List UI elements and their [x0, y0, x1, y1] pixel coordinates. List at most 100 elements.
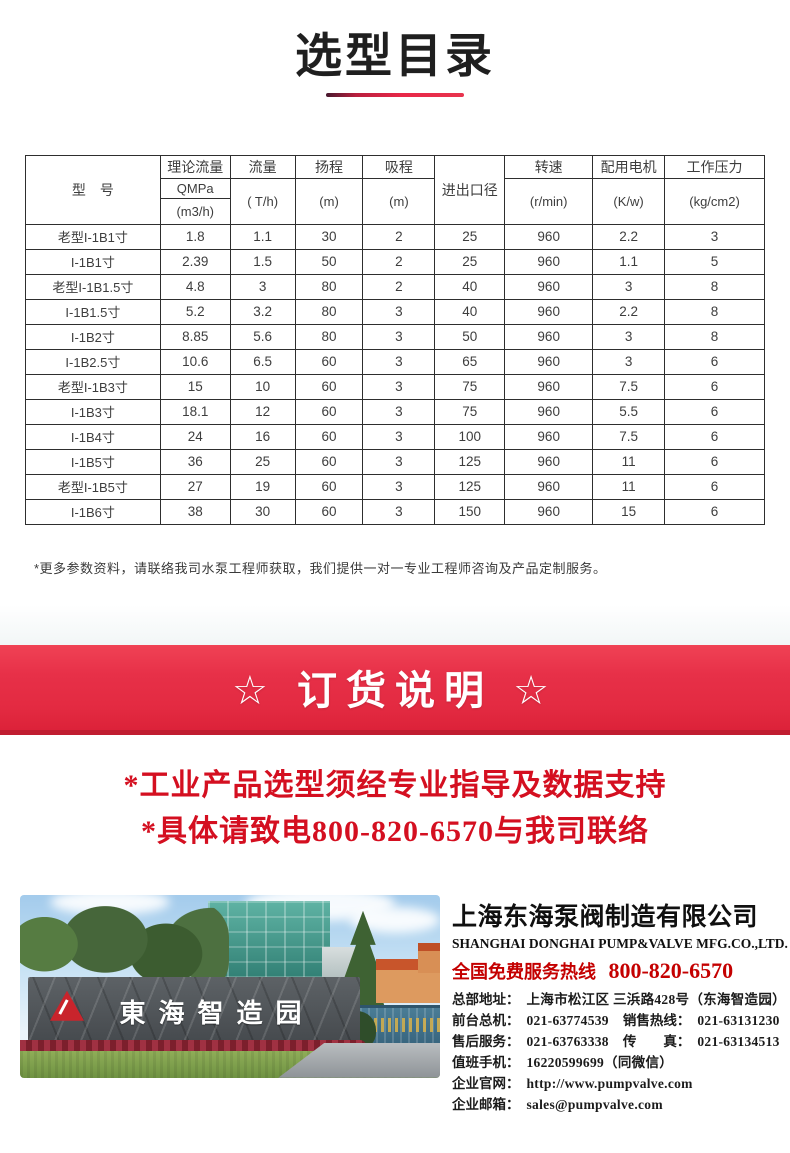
header-port-diameter: 进出口径	[434, 154, 506, 225]
value-cell: 2.39	[159, 248, 231, 275]
model-cell: I-1B2.5寸	[25, 348, 161, 375]
header-speed-unit: (r/min)	[504, 177, 594, 225]
slogan-line: *工业产品选型须经专业指导及数据支持	[123, 768, 667, 802]
header-motor: 配用电机	[592, 154, 666, 179]
company-name-cn: 上海东海泵阀制造有限公司	[452, 902, 759, 931]
value-cell: 2	[362, 248, 436, 275]
contact-label: 售后服务：	[452, 1033, 520, 1049]
company-name-en: SHANGHAI DONGHAI PUMP&VALVE MFG.CO.,LTD.	[452, 935, 788, 951]
order-instructions-banner: ☆ 订货说明 ☆	[0, 644, 790, 735]
value-cell: 6	[664, 398, 765, 425]
title-section: 选型目录	[0, 0, 790, 97]
value-cell: 5.6	[229, 323, 296, 350]
value-cell: 3	[362, 498, 436, 525]
value-cell: 960	[504, 248, 594, 275]
header-flow: 流量	[229, 154, 296, 179]
model-cell: 老型I-1B1.5寸	[25, 273, 161, 300]
contact-list: 总部地址： 上海市松江区 三浜路428号（东海智造园） 前台总机： 021-63774…	[452, 989, 790, 1115]
value-cell: 8	[664, 298, 765, 325]
value-cell: 75	[434, 398, 506, 425]
value-cell: 19	[229, 473, 296, 500]
value-cell: 60	[294, 348, 364, 375]
model-cell: 老型I-1B3寸	[25, 373, 161, 400]
contact-value: 16220599699（同微信）	[526, 1054, 674, 1070]
value-cell: 3	[362, 298, 436, 325]
value-cell: 8	[664, 273, 765, 300]
value-cell: 75	[434, 373, 506, 400]
model-cell: I-1B1寸	[25, 248, 161, 275]
value-cell: 2.2	[592, 223, 666, 250]
value-cell: 7.5	[592, 373, 666, 400]
value-cell: 3	[362, 373, 436, 400]
value-cell: 3	[362, 323, 436, 350]
contact-label: 传 真：	[622, 1033, 691, 1049]
value-cell: 6	[664, 423, 765, 450]
value-cell: 80	[294, 323, 364, 350]
value-cell: 5.5	[592, 398, 666, 425]
value-cell: 3	[362, 423, 436, 450]
value-cell: 11	[592, 473, 666, 500]
contact-label: 企业官网：	[452, 1075, 520, 1091]
contact-label: 销售热线：	[622, 1012, 691, 1028]
value-cell: 960	[504, 423, 594, 450]
value-cell: 40	[434, 298, 506, 325]
contact-label: 前台总机：	[452, 1012, 520, 1028]
contact-line: 值班手机： 16220599699（同微信）	[452, 1052, 790, 1073]
value-cell: 50	[434, 323, 506, 350]
value-cell: 3	[229, 273, 296, 300]
value-cell: 3	[664, 223, 765, 250]
table-row: 老型I-1B5寸 27 19 60 3 125 960 11 6	[25, 473, 765, 500]
value-cell: 30	[229, 498, 296, 525]
value-cell: 150	[434, 498, 506, 525]
note-text: *更多参数资料，请联络我司水泵工程师获取，我们提供一对一专业工程师咨询及产品定制…	[34, 560, 607, 576]
header-flow-unit: ( T/h)	[229, 177, 296, 225]
value-cell: 1.8	[159, 223, 231, 250]
contact-label: 企业邮箱：	[452, 1096, 520, 1112]
value-cell: 7.5	[592, 423, 666, 450]
contact-value: 021-63131230	[697, 1012, 780, 1028]
value-cell: 25	[229, 448, 296, 475]
value-cell: 40	[434, 273, 506, 300]
value-cell: 6	[664, 448, 765, 475]
value-cell: 80	[294, 298, 364, 325]
contact-label: 总部地址：	[452, 991, 520, 1007]
banner-title: ☆ 订货说明 ☆	[232, 669, 558, 714]
value-cell: 3	[592, 348, 666, 375]
header-motor-unit: (K/w)	[592, 177, 666, 225]
value-cell: 125	[434, 473, 506, 500]
value-cell: 3	[592, 323, 666, 350]
value-cell: 1.5	[229, 248, 296, 275]
value-cell: 10	[229, 373, 296, 400]
value-cell: 60	[294, 373, 364, 400]
value-cell: 100	[434, 423, 506, 450]
contact-line: 前台总机： 021-63774539 销售热线： 021-63131230	[452, 1010, 790, 1031]
model-cell: I-1B4寸	[25, 423, 161, 450]
value-cell: 3	[362, 398, 436, 425]
value-cell: 50	[294, 248, 364, 275]
value-cell: 5.2	[159, 298, 231, 325]
header-head-unit: (m)	[294, 177, 364, 225]
model-cell: I-1B5寸	[25, 448, 161, 475]
contact-value: 021-63763338	[526, 1033, 609, 1049]
table-row: I-1B2.5寸 10.6 6.5 60 3 65 960 3 6	[25, 348, 765, 375]
header-suction: 吸程	[362, 154, 436, 179]
hotline-number: 800-820-6570	[608, 957, 734, 983]
value-cell: 36	[159, 448, 231, 475]
value-cell: 25	[434, 223, 506, 250]
value-cell: 6	[664, 348, 765, 375]
value-cell: 38	[159, 498, 231, 525]
photo-sign-text: 東海智造园	[119, 998, 315, 1029]
model-cell: I-1B3寸	[25, 398, 161, 425]
service-hotline: 全国免费服务热线 800-820-6570	[452, 958, 790, 984]
header-head: 扬程	[294, 154, 364, 179]
value-cell: 6	[664, 373, 765, 400]
value-cell: 10.6	[159, 348, 231, 375]
value-cell: 3	[592, 273, 666, 300]
value-cell: 3	[362, 473, 436, 500]
factory-photo: 東海智造园	[20, 894, 440, 1078]
contact-label: 值班手机：	[452, 1054, 520, 1070]
value-cell: 6	[664, 498, 765, 525]
header-pressure: 工作压力	[664, 154, 765, 179]
table-row: I-1B5寸 36 25 60 3 125 960 11 6	[25, 448, 765, 475]
model-cell: I-1B2寸	[25, 323, 161, 350]
